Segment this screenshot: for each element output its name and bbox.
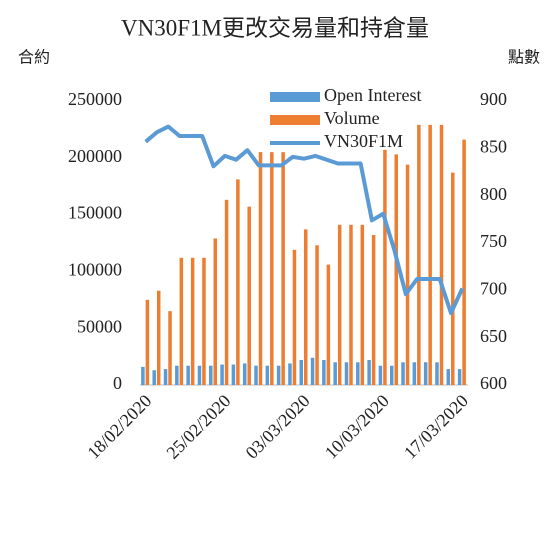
bar bbox=[322, 360, 326, 385]
bar bbox=[190, 257, 195, 385]
bar bbox=[315, 245, 319, 385]
y2-tick-label: 600 bbox=[480, 373, 507, 393]
y2-tick-label: 850 bbox=[480, 136, 507, 156]
bar bbox=[405, 164, 410, 385]
chart-title: VN30F1M更改交易量和持倉量 bbox=[121, 15, 429, 40]
bar bbox=[231, 364, 236, 385]
bar bbox=[401, 362, 405, 385]
y2-tick-label: 900 bbox=[480, 89, 507, 109]
bar bbox=[378, 365, 383, 385]
legend-label: Open Interest bbox=[324, 85, 421, 105]
bar bbox=[168, 311, 172, 385]
legend-swatch bbox=[270, 115, 320, 125]
bar bbox=[344, 362, 349, 385]
bar bbox=[163, 369, 168, 385]
y-axis-label: 合約 bbox=[18, 48, 50, 67]
legend-swatch bbox=[270, 92, 320, 102]
bar bbox=[462, 139, 466, 385]
bar bbox=[270, 152, 274, 385]
bar bbox=[292, 249, 297, 385]
bar bbox=[356, 362, 360, 385]
bar bbox=[276, 365, 281, 385]
bar bbox=[156, 290, 161, 385]
bar bbox=[451, 172, 455, 385]
y-tick-label: 250000 bbox=[68, 89, 122, 109]
bar bbox=[360, 224, 365, 385]
y-tick-label: 100000 bbox=[68, 260, 122, 280]
y2-tick-label: 700 bbox=[480, 278, 507, 298]
bar bbox=[412, 362, 417, 385]
bar bbox=[281, 152, 285, 385]
bar bbox=[310, 357, 315, 385]
bar bbox=[435, 362, 439, 385]
bar bbox=[224, 199, 229, 385]
bar bbox=[383, 149, 387, 385]
bar bbox=[186, 365, 190, 385]
line bbox=[144, 124, 465, 316]
bar bbox=[394, 154, 398, 385]
y-tick-label: 150000 bbox=[68, 203, 122, 223]
bar bbox=[179, 257, 184, 385]
bar bbox=[299, 360, 303, 385]
bar bbox=[326, 264, 331, 385]
y-tick-label: 200000 bbox=[68, 146, 122, 166]
bar bbox=[254, 365, 258, 385]
bar bbox=[152, 370, 156, 385]
y-tick-label: 50000 bbox=[77, 316, 122, 336]
bar bbox=[446, 369, 451, 385]
bar bbox=[145, 299, 150, 385]
y2-tick-label: 800 bbox=[480, 184, 507, 204]
bar bbox=[417, 124, 421, 385]
bar bbox=[367, 360, 371, 385]
bar bbox=[141, 366, 145, 385]
bar bbox=[457, 369, 462, 385]
bar bbox=[213, 238, 218, 385]
bar bbox=[175, 365, 179, 385]
bar bbox=[247, 206, 251, 385]
bar bbox=[304, 229, 308, 385]
bar bbox=[337, 224, 342, 385]
bar bbox=[371, 235, 376, 385]
bar bbox=[258, 152, 263, 385]
bar bbox=[209, 365, 213, 385]
bar bbox=[202, 257, 206, 385]
y-tick-label: 0 bbox=[113, 373, 122, 393]
bar bbox=[428, 124, 432, 385]
bar bbox=[242, 363, 247, 385]
y2-tick-label: 750 bbox=[480, 231, 507, 251]
bar bbox=[197, 365, 202, 385]
bar bbox=[220, 364, 224, 385]
legend-label: Volume bbox=[324, 108, 380, 128]
bar bbox=[423, 362, 428, 385]
bar bbox=[349, 224, 353, 385]
bar bbox=[389, 365, 394, 385]
bar bbox=[265, 365, 270, 385]
y2-axis-label: 點數 bbox=[508, 48, 540, 67]
y2-tick-label: 650 bbox=[480, 326, 507, 346]
bar bbox=[288, 363, 292, 385]
legend-label: VN30F1M bbox=[324, 131, 403, 151]
bar bbox=[439, 124, 444, 385]
bar bbox=[333, 362, 337, 385]
bar bbox=[236, 179, 240, 385]
